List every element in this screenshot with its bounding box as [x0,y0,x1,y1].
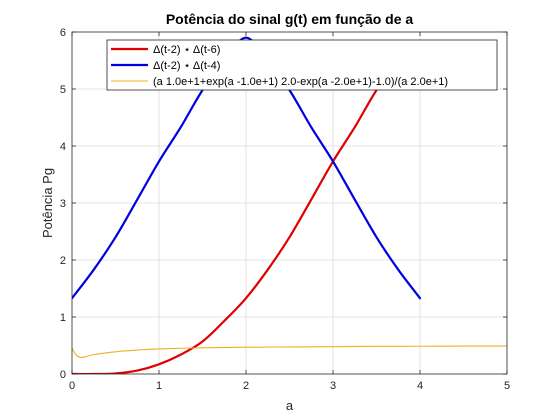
x-tick-label-1: 1 [156,380,162,392]
x-axis-label: a [286,398,294,413]
y-tick-label-0: 0 [60,369,66,381]
x-tick-label-5: 5 [504,380,510,392]
y-tick-label-1: 1 [60,312,66,324]
x-tick-label-4: 4 [417,380,423,392]
x-tick-label-2: 2 [243,380,249,392]
legend-entry-series-1: Δ(t-2) ⋆ Δ(t-6) [153,44,220,56]
legend-entry-series-2: Δ(t-2) ⋆ Δ(t-4) [153,60,220,72]
y-tick-label-3: 3 [60,198,66,210]
y-axis-label: Potência Pg [40,168,55,238]
y-tick-label-2: 2 [60,255,66,267]
x-tick-label-3: 3 [330,380,336,392]
x-tick-label-0: 0 [69,380,75,392]
y-tick-label-6: 6 [60,27,66,39]
legend: Δ(t-2) ⋆ Δ(t-6) Δ(t-2) ⋆ Δ(t-4) (a 1.0e+… [107,40,497,90]
legend-entry-series-3: (a 1.0e+1+exp(a -1.0e+1) 2.0-exp(a -2.0e… [153,76,448,88]
y-tick-label-4: 4 [60,141,66,153]
y-tick-label-5: 5 [60,84,66,96]
chart-title: Potência do sinal g(t) em função de a [166,11,414,27]
